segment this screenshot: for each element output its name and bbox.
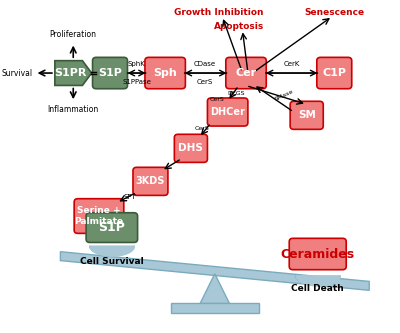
FancyBboxPatch shape	[86, 213, 138, 242]
Polygon shape	[200, 274, 230, 304]
Text: Cer: Cer	[236, 68, 257, 78]
Text: S1P: S1P	[98, 68, 122, 78]
Text: Survival: Survival	[2, 69, 33, 78]
Text: DHS: DHS	[178, 143, 203, 153]
Text: CerS: CerS	[210, 97, 224, 102]
Text: Ceramides: Ceramides	[281, 247, 355, 260]
Text: Inflammation: Inflammation	[48, 106, 99, 115]
Text: SM: SM	[298, 110, 316, 120]
Text: Serine +
Palmitate: Serine + Palmitate	[74, 206, 124, 226]
Text: S1P: S1P	[98, 221, 125, 234]
Text: SMase: SMase	[274, 89, 294, 102]
FancyBboxPatch shape	[289, 238, 346, 270]
Text: CerK: CerK	[284, 61, 300, 68]
Text: CerS: CerS	[194, 126, 209, 131]
Text: Sph: Sph	[153, 68, 177, 78]
FancyBboxPatch shape	[74, 199, 124, 233]
Text: Growth Inhibition: Growth Inhibition	[174, 8, 263, 17]
Text: Cell Death: Cell Death	[291, 284, 344, 293]
Text: SphK: SphK	[128, 61, 145, 68]
Text: Cell Survival: Cell Survival	[80, 257, 144, 266]
Text: S1PPase: S1PPase	[122, 79, 151, 85]
Polygon shape	[296, 275, 340, 285]
Polygon shape	[90, 246, 134, 256]
FancyBboxPatch shape	[208, 98, 248, 126]
Text: Senescence: Senescence	[304, 8, 364, 17]
FancyBboxPatch shape	[133, 167, 168, 195]
FancyBboxPatch shape	[226, 57, 266, 89]
FancyBboxPatch shape	[317, 57, 352, 89]
FancyBboxPatch shape	[145, 57, 185, 89]
Text: CerS: CerS	[197, 79, 213, 85]
Text: DHCer: DHCer	[210, 107, 245, 117]
Polygon shape	[55, 61, 92, 86]
Text: S1PR: S1PR	[54, 68, 87, 78]
Text: 3KDS: 3KDS	[136, 176, 165, 186]
FancyBboxPatch shape	[290, 101, 323, 129]
Text: DEGS: DEGS	[227, 91, 245, 96]
Text: CDase: CDase	[194, 61, 216, 68]
FancyBboxPatch shape	[92, 57, 128, 89]
Text: C1P: C1P	[322, 68, 346, 78]
Polygon shape	[171, 303, 259, 313]
Text: Apoptosis: Apoptosis	[214, 22, 264, 31]
Polygon shape	[60, 252, 369, 290]
Text: Proliferation: Proliferation	[50, 30, 97, 39]
Text: SPT: SPT	[123, 194, 136, 200]
FancyBboxPatch shape	[174, 134, 208, 163]
